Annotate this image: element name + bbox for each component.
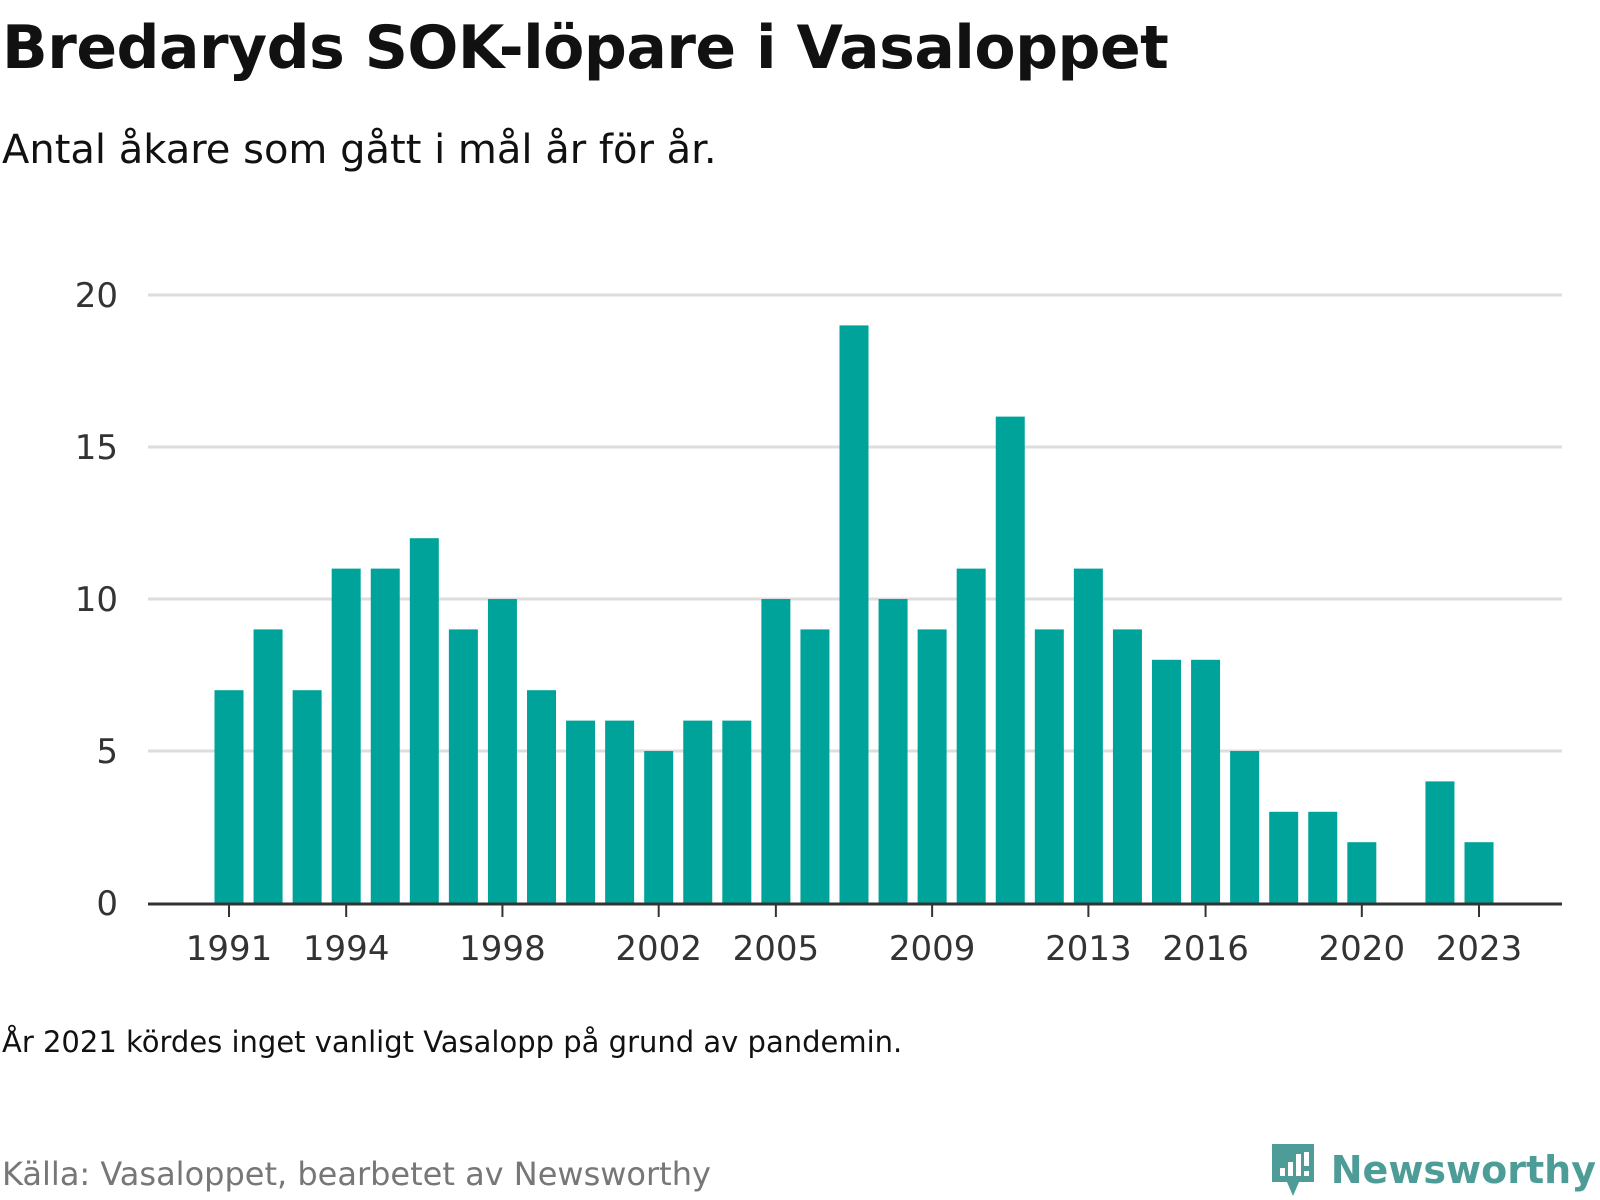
bar-2001 xyxy=(605,720,635,903)
bar-1994 xyxy=(331,568,361,903)
bar-1991 xyxy=(214,690,244,903)
bar-2005 xyxy=(761,599,791,903)
y-tick-label: 5 xyxy=(96,732,118,772)
bar-1992 xyxy=(253,629,283,903)
bar-2007 xyxy=(839,325,869,903)
x-tick-label: 2020 xyxy=(1319,929,1406,969)
bar-2008 xyxy=(878,599,908,903)
y-tick-label: 10 xyxy=(75,580,118,620)
chart-title: Bredaryds SOK-löpare i Vasaloppet xyxy=(2,13,1169,83)
bar-2009 xyxy=(917,629,947,903)
source-credit: Källa: Vasaloppet, bearbetet av Newswort… xyxy=(2,1155,711,1193)
x-tick-labels: 1991 1994 1998 2002 2005 2009 2013 2016 2020 2023 xyxy=(186,929,1523,969)
bar-1999 xyxy=(527,690,556,903)
x-tick-label: 1998 xyxy=(459,929,546,969)
y-tick-label: 20 xyxy=(75,276,118,316)
chart-subtitle: Antal åkare som gått i mål år för år. xyxy=(2,127,717,173)
y-tick-labels: 0 5 10 15 20 xyxy=(75,276,118,924)
bar-2013 xyxy=(1073,568,1103,903)
brand-name: Newsworthy xyxy=(1330,1148,1596,1192)
x-ticks xyxy=(228,905,1480,917)
bar-2020 xyxy=(1347,842,1377,903)
bar-2004 xyxy=(722,720,752,903)
bar-1995 xyxy=(370,568,400,903)
bar-2003 xyxy=(683,720,713,903)
bar-2022 xyxy=(1425,781,1455,903)
x-tick-label: 1994 xyxy=(303,929,390,969)
bar-2006 xyxy=(800,629,830,903)
x-tick-label: 2013 xyxy=(1045,929,1132,969)
bar-2012 xyxy=(1034,629,1064,903)
bar-2002 xyxy=(644,751,674,903)
bars xyxy=(214,325,1494,903)
bar-1997 xyxy=(448,629,478,903)
bar-2023 xyxy=(1464,842,1494,903)
x-tick-label: 2005 xyxy=(733,929,820,969)
bar-2019 xyxy=(1308,811,1338,903)
x-tick-label: 2023 xyxy=(1436,929,1523,969)
bar-2017 xyxy=(1230,751,1260,903)
x-tick-label: 1991 xyxy=(186,929,273,969)
y-tick-label: 0 xyxy=(96,884,118,924)
bar-chart: 0 5 10 15 20 1991 1994 1998 2002 2005 2009 2013 201… xyxy=(75,276,1562,969)
x-tick-label: 2016 xyxy=(1162,929,1249,969)
x-tick-label: 2002 xyxy=(615,929,702,969)
bar-2016 xyxy=(1191,659,1221,903)
bar-2014 xyxy=(1112,629,1142,903)
bar-1993 xyxy=(292,690,322,903)
bar-2010 xyxy=(956,568,986,903)
newsworthy-logo-icon xyxy=(1271,1144,1314,1196)
chart-note: År 2021 kördes inget vanligt Vasalopp på… xyxy=(2,1025,903,1059)
bar-2018 xyxy=(1269,811,1299,903)
y-tick-label: 15 xyxy=(75,428,118,468)
bar-2000 xyxy=(566,720,596,903)
bar-1998 xyxy=(487,599,517,903)
bar-1996 xyxy=(409,538,439,903)
x-tick-label: 2009 xyxy=(889,929,976,969)
bar-2015 xyxy=(1152,659,1181,903)
newsworthy-brand[interactable]: Newsworthy xyxy=(1269,1140,1596,1200)
bar-2011 xyxy=(995,416,1025,903)
